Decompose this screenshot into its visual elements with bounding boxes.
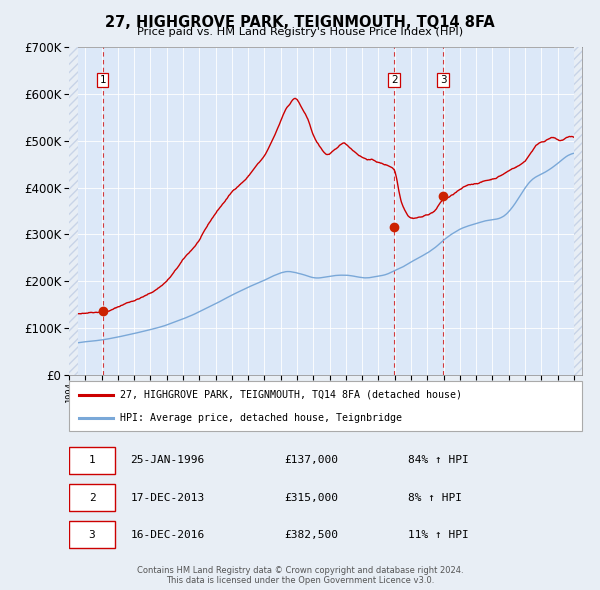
Text: 84% ↑ HPI: 84% ↑ HPI [407, 455, 469, 466]
Bar [69, 47, 78, 375]
Text: 27, HIGHGROVE PARK, TEIGNMOUTH, TQ14 8FA: 27, HIGHGROVE PARK, TEIGNMOUTH, TQ14 8FA [105, 15, 495, 30]
Text: 2: 2 [391, 75, 397, 85]
FancyBboxPatch shape [69, 484, 115, 512]
FancyBboxPatch shape [69, 521, 115, 549]
Bar [574, 47, 582, 375]
Text: Contains HM Land Registry data © Crown copyright and database right 2024.: Contains HM Land Registry data © Crown c… [137, 566, 463, 575]
Text: 17-DEC-2013: 17-DEC-2013 [131, 493, 205, 503]
Text: 25-JAN-1996: 25-JAN-1996 [131, 455, 205, 466]
Text: 1: 1 [100, 75, 106, 85]
Text: 27, HIGHGROVE PARK, TEIGNMOUTH, TQ14 8FA (detached house): 27, HIGHGROVE PARK, TEIGNMOUTH, TQ14 8FA… [121, 389, 463, 399]
Text: 2: 2 [89, 493, 95, 503]
Text: 3: 3 [440, 75, 446, 85]
Text: 16-DEC-2016: 16-DEC-2016 [131, 530, 205, 540]
FancyBboxPatch shape [69, 447, 115, 474]
Text: 1: 1 [89, 455, 95, 466]
Text: £137,000: £137,000 [284, 455, 338, 466]
Text: £382,500: £382,500 [284, 530, 338, 540]
Text: 8% ↑ HPI: 8% ↑ HPI [407, 493, 461, 503]
FancyBboxPatch shape [69, 381, 582, 431]
Text: £315,000: £315,000 [284, 493, 338, 503]
Text: 11% ↑ HPI: 11% ↑ HPI [407, 530, 469, 540]
Text: HPI: Average price, detached house, Teignbridge: HPI: Average price, detached house, Teig… [121, 413, 403, 423]
Text: This data is licensed under the Open Government Licence v3.0.: This data is licensed under the Open Gov… [166, 576, 434, 585]
Text: Price paid vs. HM Land Registry's House Price Index (HPI): Price paid vs. HM Land Registry's House … [137, 27, 463, 37]
Text: 3: 3 [89, 530, 95, 540]
